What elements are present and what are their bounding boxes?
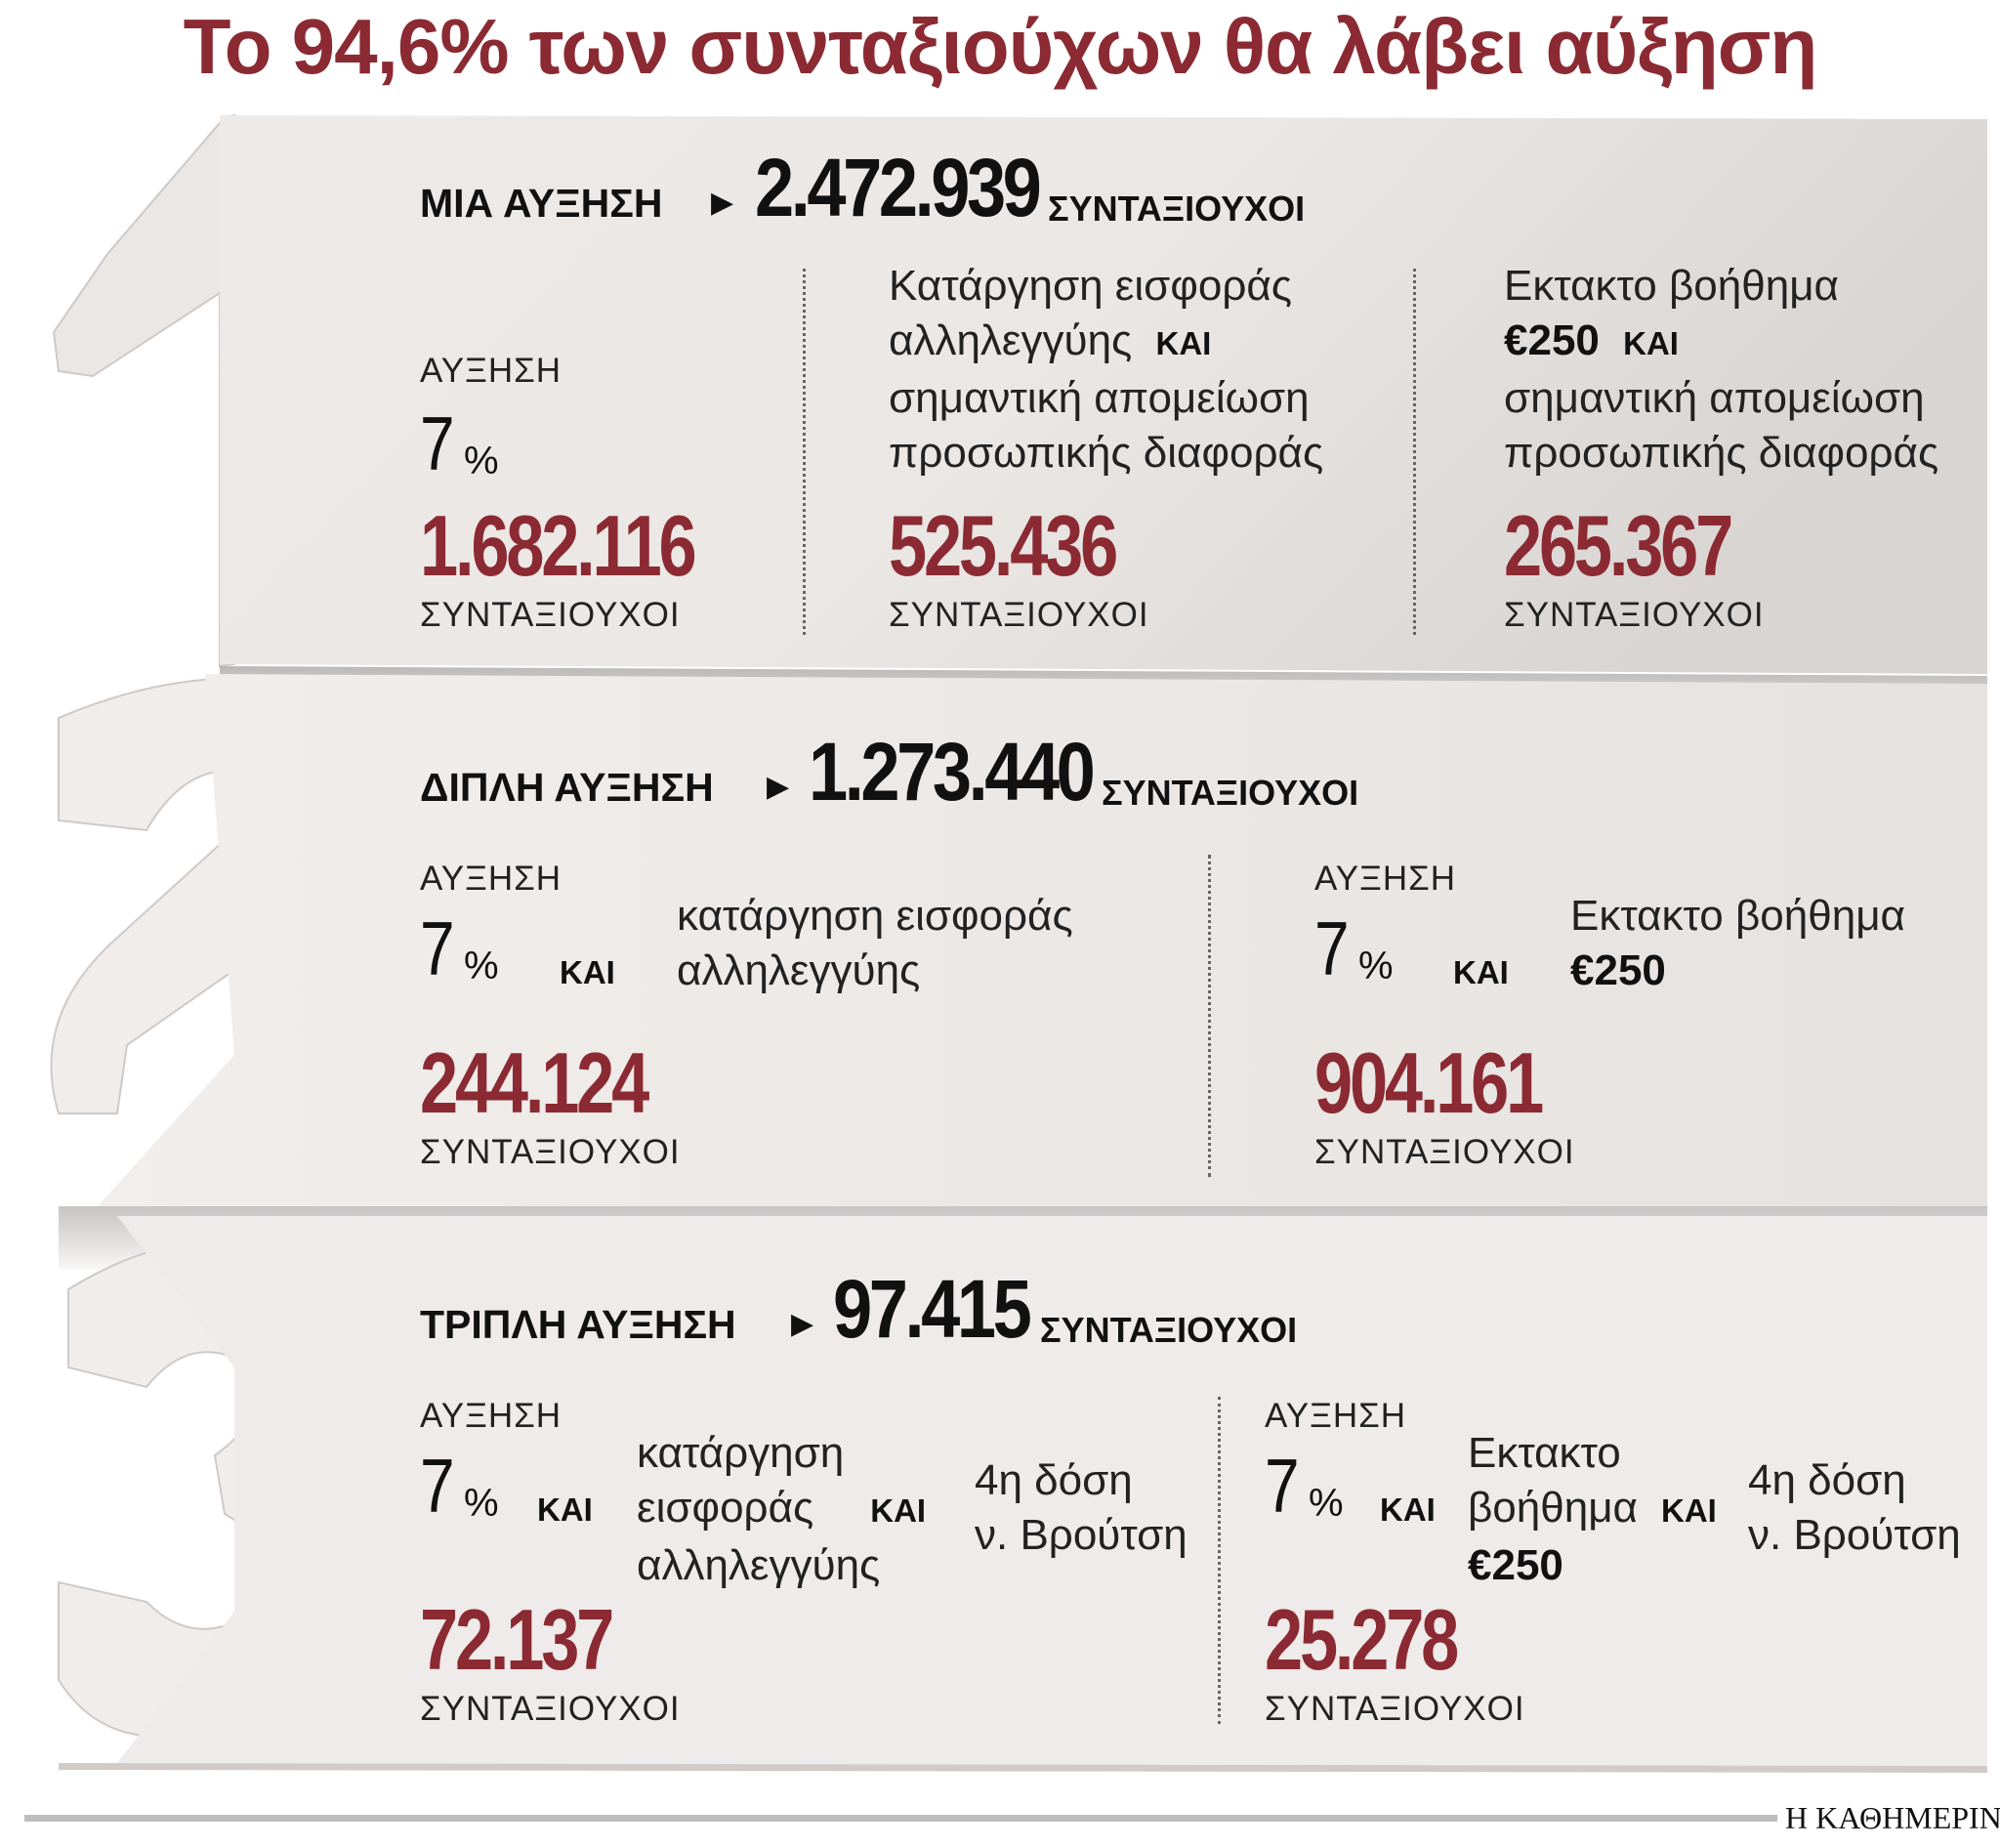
group-3-2-unit: ΣΥΝΤΑΞΙΟΥΧΟΙ <box>1265 1690 1525 1728</box>
divider <box>1208 855 1211 1177</box>
divider <box>803 269 806 635</box>
and-label: ΚΑΙ <box>560 954 615 990</box>
group-2-1-unit: ΣΥΝΤΑΞΙΟΥΧΟΙ <box>420 1133 681 1171</box>
page-title: Το 94,6% των συνταξιούχων θα λάβει αύξησ… <box>183 3 1818 90</box>
percent-value: 7 <box>420 400 455 486</box>
section-3-total: 97.415 <box>833 1263 1032 1355</box>
section-1-total-unit: ΣΥΝΤΑΞΙΟΥΧΟΙ <box>1048 189 1306 229</box>
section-3-arrow-icon: ▶ <box>791 1308 814 1340</box>
percent-value: 7 <box>420 1443 455 1529</box>
percent-sign: % <box>464 440 499 483</box>
group-3-1-desc: κατάργηση εισφοράς ΚΑΙ αλληλεγγύης <box>637 1429 927 1589</box>
group-1-3-desc: Εκτακτο βοήθημα €250 ΚΑΙ σημαντική απομε… <box>1504 262 1939 477</box>
section-2-label: ΔΙΠΛΗ ΑΥΞΗΣΗ <box>420 765 714 810</box>
section-2-arrow-icon: ▶ <box>767 771 790 803</box>
divider <box>1413 269 1416 635</box>
footer-brand: Η ΚΑΘΗΜΕΡΙΝΗ <box>1785 1800 2000 1835</box>
group-1-1-count: 1.682.116 <box>420 497 697 594</box>
group-1-3-count: 265.367 <box>1504 497 1733 594</box>
group-3-1-extra: 4η δόση ν. Βρούτση <box>975 1456 1188 1559</box>
group-3-2-extra: 4η δόση ν. Βρούτση <box>1748 1456 1961 1559</box>
group-3-1-count: 72.137 <box>420 1591 614 1688</box>
section-3-label: ΤΡΙΠΛΗ ΑΥΞΗΣΗ <box>420 1302 736 1347</box>
footer-rule <box>24 1815 1777 1822</box>
percent-value: 7 <box>1314 905 1350 991</box>
group-3-1-unit: ΣΥΝΤΑΞΙΟΥΧΟΙ <box>420 1690 681 1728</box>
section-1-total: 2.472.939 <box>755 142 1042 233</box>
section-2-panel <box>98 674 1987 1206</box>
section-3-total-unit: ΣΥΝΤΑΞΙΟΥΧΟΙ <box>1040 1310 1298 1350</box>
group-2-2-unit: ΣΥΝΤΑΞΙΟΥΧΟΙ <box>1314 1133 1575 1171</box>
increase-label: ΑΥΞΗΣΗ <box>420 860 562 898</box>
percent-sign: % <box>1309 1482 1344 1525</box>
percent-sign: % <box>464 945 499 987</box>
group-2-1-count: 244.124 <box>420 1034 649 1131</box>
group-2-1-desc: κατάργηση εισφοράς αλληλεγγύης <box>677 892 1073 994</box>
and-label: ΚΑΙ <box>537 1491 593 1528</box>
and-label: ΚΑΙ <box>1453 954 1509 990</box>
percent-sign: % <box>464 1482 499 1525</box>
percent-sign: % <box>1358 945 1394 987</box>
and-label: ΚΑΙ <box>1380 1491 1436 1528</box>
increase-label: ΑΥΞΗΣΗ <box>1265 1397 1407 1435</box>
section-1-panel <box>220 115 1987 674</box>
increase-label: ΑΥΞΗΣΗ <box>1314 860 1457 898</box>
section-1-arrow-icon: ▶ <box>711 187 734 219</box>
section-1-label: ΜΙΑ ΑΥΞΗΣΗ <box>420 181 663 226</box>
digit-one-shape <box>52 113 235 668</box>
group-1-2-desc: Κατάργηση εισφοράς αλληλεγγύης ΚΑΙ σημαν… <box>889 262 1324 477</box>
increase-label: ΑΥΞΗΣΗ <box>420 1397 562 1435</box>
group-2-2-desc: Εκτακτο βοήθημα €250 <box>1570 892 1905 994</box>
percent-value: 7 <box>1265 1443 1300 1529</box>
section-3-panel <box>117 1216 1987 1766</box>
section-2-total: 1.273.440 <box>809 726 1096 818</box>
group-2-2-count: 904.161 <box>1314 1034 1544 1131</box>
group-1-2-count: 525.436 <box>889 497 1118 594</box>
group-3-2-desc: Εκτακτο βοήθημα ΚΑΙ €250 <box>1468 1429 1717 1589</box>
group-1-2-unit: ΣΥΝΤΑΞΙΟΥΧΟΙ <box>889 596 1149 634</box>
group-1-3-unit: ΣΥΝΤΑΞΙΟΥΧΟΙ <box>1504 596 1765 634</box>
divider <box>1218 1397 1221 1724</box>
increase-label: ΑΥΞΗΣΗ <box>420 352 562 390</box>
group-1-1-unit: ΣΥΝΤΑΞΙΟΥΧΟΙ <box>420 596 681 634</box>
section-2-total-unit: ΣΥΝΤΑΞΙΟΥΧΟΙ <box>1102 773 1359 813</box>
percent-value: 7 <box>420 905 455 991</box>
group-3-2-count: 25.278 <box>1265 1591 1459 1688</box>
